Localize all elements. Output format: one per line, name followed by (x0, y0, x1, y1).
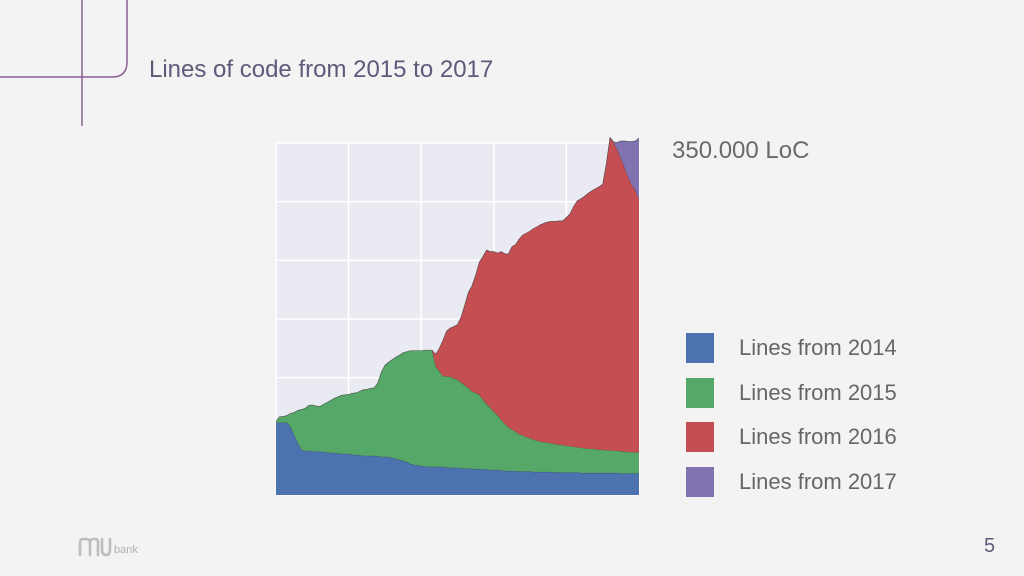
legend-item-2014: Lines from 2014 (686, 326, 897, 371)
nu-logo-icon (78, 537, 112, 557)
nubank-logo: bank (78, 537, 138, 557)
area-series-outline-3 (431, 136, 640, 355)
legend-swatch-2014 (686, 333, 714, 364)
legend-swatch-2016 (686, 422, 714, 453)
area-series-outline-4 (609, 137, 640, 143)
legend-label-2017: Lines from 2017 (739, 469, 897, 495)
legend-item-2017: Lines from 2017 (686, 460, 897, 505)
logo-text: bank (114, 544, 138, 556)
slide-title: Lines of code from 2015 to 2017 (149, 56, 494, 83)
loc-total-annotation: 350.000 LoC (672, 137, 810, 164)
corner-accent-line (0, 0, 128, 78)
legend-swatch-2015 (686, 377, 714, 408)
area-series-1 (276, 422, 639, 495)
area-series-3 (276, 137, 639, 453)
legend-item-2015: Lines from 2015 (686, 371, 897, 416)
legend-swatch-2017 (686, 467, 714, 498)
page-number: 5 (984, 535, 996, 557)
legend-label-2015: Lines from 2015 (739, 379, 897, 405)
legend-label-2014: Lines from 2014 (739, 335, 897, 361)
legend-label-2016: Lines from 2016 (739, 424, 897, 450)
legend-item-2016: Lines from 2016 (686, 415, 897, 460)
chart-legend: Lines from 2014 Lines from 2015 Lines fr… (686, 326, 897, 504)
area-series-2 (276, 350, 639, 474)
